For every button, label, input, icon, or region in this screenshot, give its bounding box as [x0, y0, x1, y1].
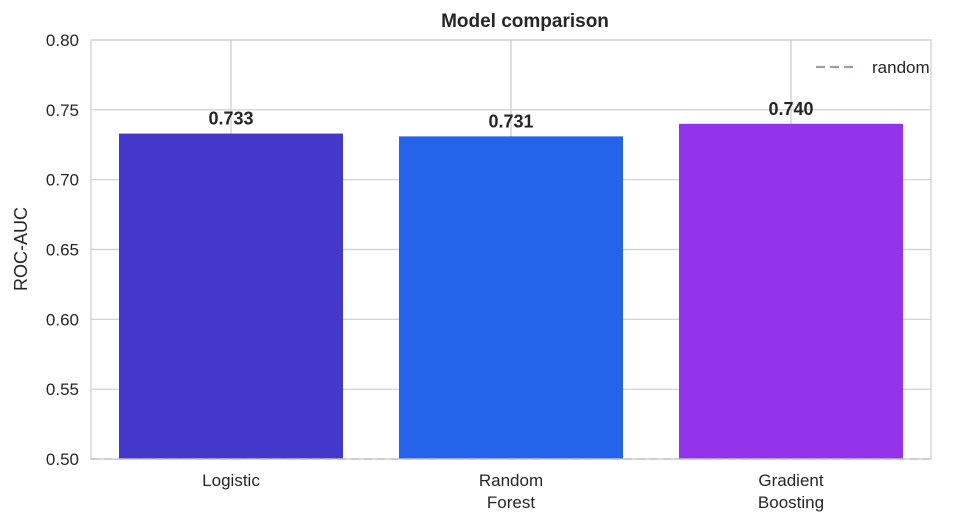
legend: random	[816, 58, 930, 77]
y-axis-label: ROC-AUC	[11, 207, 31, 291]
x-tick-label: Gradient	[758, 471, 823, 490]
tick-labels: 0.50 0.55 0.60 0.65 0.70 0.75 0.80 Logistic Rand…	[46, 31, 824, 512]
y-tick-label: 0.55	[46, 380, 79, 399]
value-label: 0.731	[488, 111, 533, 131]
bar	[399, 136, 623, 459]
legend-label-random: random	[872, 58, 930, 77]
y-tick-label: 0.50	[46, 450, 79, 469]
x-tick-label: Forest	[487, 493, 535, 512]
plot-frame	[90, 39, 932, 460]
value-label: 0.733	[208, 109, 253, 129]
y-tick-label: 0.80	[46, 31, 79, 50]
value-labels: 0.733 0.731 0.740	[208, 99, 813, 132]
chart-title: Model comparison	[441, 11, 609, 32]
x-tick-label: Logistic	[202, 471, 260, 490]
x-tick-label: Boosting	[758, 493, 824, 512]
value-label: 0.740	[768, 99, 813, 119]
y-tick-label: 0.75	[46, 101, 79, 120]
x-tick-label: Random	[479, 471, 543, 490]
y-tick-label: 0.60	[46, 310, 79, 329]
bar	[119, 133, 343, 459]
y-tick-label: 0.70	[46, 171, 79, 190]
bars	[119, 123, 903, 460]
y-tick-label: 0.65	[46, 241, 79, 260]
bar	[679, 123, 903, 460]
